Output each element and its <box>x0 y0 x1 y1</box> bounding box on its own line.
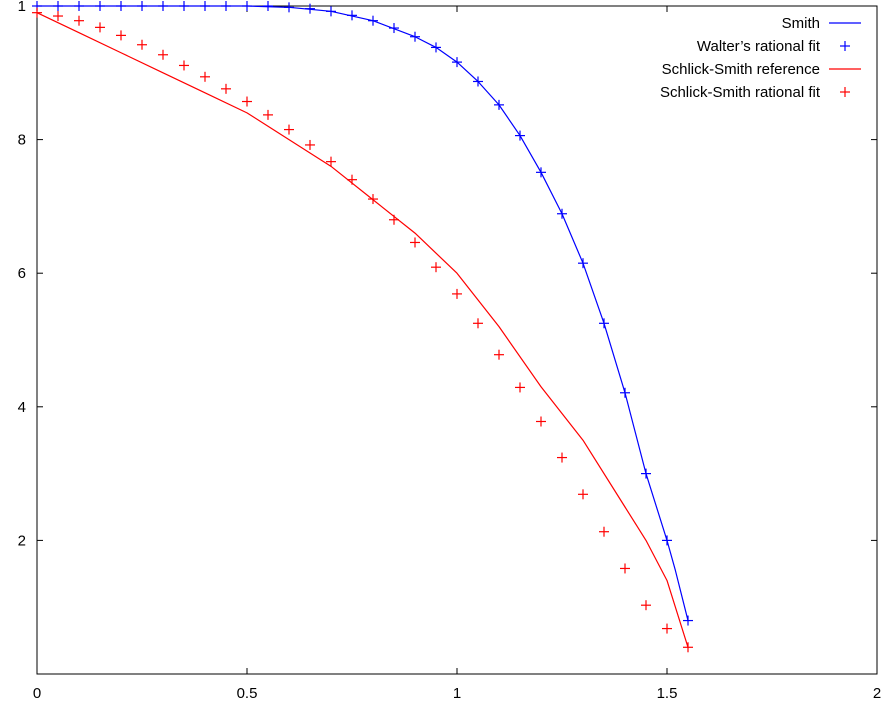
data-point-schlick-smith-rational-fit <box>473 318 483 329</box>
data-point-schlick-smith-rational-fit <box>158 49 168 60</box>
data-point-schlick-smith-rational-fit <box>452 288 462 299</box>
data-point-walter-s-rational-fit <box>305 3 315 14</box>
y-tick-label: 1 <box>18 0 26 15</box>
data-point-walter-s-rational-fit <box>158 1 168 11</box>
data-point-schlick-smith-rational-fit <box>284 124 294 135</box>
data-point-schlick-smith-rational-fit <box>179 60 189 71</box>
data-point-schlick-smith-rational-fit <box>116 30 126 41</box>
data-point-schlick-smith-rational-fit <box>662 623 672 634</box>
data-point-walter-s-rational-fit <box>683 615 693 626</box>
data-point-walter-s-rational-fit <box>263 1 273 11</box>
legend-item-schlick-smith-rational-fit: Schlick-Smith rational fit <box>660 84 850 101</box>
data-point-walter-s-rational-fit <box>620 387 630 398</box>
x-tick-label: 0 <box>33 685 41 702</box>
data-point-schlick-smith-rational-fit <box>326 156 336 167</box>
data-point-walter-s-rational-fit <box>347 10 357 21</box>
data-point-schlick-smith-rational-fit <box>389 214 399 225</box>
data-point-schlick-smith-rational-fit <box>578 489 588 500</box>
legend-marker-swatch <box>840 41 850 51</box>
data-point-walter-s-rational-fit <box>284 2 294 13</box>
x-tick-label: 0.5 <box>237 685 258 702</box>
series-line-smith <box>37 5 689 621</box>
series-line-schlick-smith-reference <box>36 12 689 648</box>
data-point-schlick-smith-rational-fit <box>536 416 546 427</box>
data-point-schlick-smith-rational-fit <box>200 71 210 82</box>
data-point-schlick-smith-rational-fit <box>494 349 504 360</box>
data-point-schlick-smith-rational-fit <box>641 600 651 611</box>
data-point-walter-s-rational-fit <box>53 1 63 11</box>
data-point-walter-s-rational-fit <box>368 15 378 26</box>
x-tick-label: 1 <box>453 685 461 702</box>
data-point-schlick-smith-rational-fit <box>683 642 693 653</box>
data-point-walter-s-rational-fit <box>494 99 504 110</box>
data-point-walter-s-rational-fit <box>95 1 105 11</box>
data-point-schlick-smith-rational-fit <box>95 22 105 33</box>
data-point-schlick-smith-rational-fit <box>347 174 357 185</box>
y-tick-label: 4 <box>18 399 26 416</box>
series-markers-walter-s-rational-fit <box>32 1 693 626</box>
data-point-schlick-smith-rational-fit <box>620 563 630 574</box>
data-point-schlick-smith-rational-fit <box>242 96 252 107</box>
y-axis: 2 4 6 8 1 <box>18 0 877 549</box>
data-point-walter-s-rational-fit <box>74 1 84 11</box>
data-point-walter-s-rational-fit <box>179 1 189 11</box>
data-point-walter-s-rational-fit <box>200 1 210 11</box>
data-point-walter-s-rational-fit <box>662 535 672 546</box>
data-point-schlick-smith-rational-fit <box>221 83 231 94</box>
data-point-walter-s-rational-fit <box>410 31 420 42</box>
data-point-walter-s-rational-fit <box>536 167 546 178</box>
data-point-schlick-smith-rational-fit <box>74 15 84 26</box>
data-point-walter-s-rational-fit <box>515 130 525 141</box>
data-point-schlick-smith-rational-fit <box>263 109 273 120</box>
data-point-schlick-smith-rational-fit <box>305 139 315 150</box>
legend-item-schlick-smith-reference: Schlick-Smith reference <box>662 61 861 78</box>
x-tick-label: 2 <box>873 685 881 702</box>
data-point-walter-s-rational-fit <box>137 1 147 11</box>
legend-label: Walter’s rational fit <box>697 38 821 55</box>
data-point-walter-s-rational-fit <box>116 1 126 11</box>
data-point-walter-s-rational-fit <box>578 258 588 269</box>
data-point-walter-s-rational-fit <box>242 1 252 11</box>
data-point-walter-s-rational-fit <box>389 23 399 34</box>
legend-item-smith: Smith <box>782 15 861 32</box>
data-point-schlick-smith-rational-fit <box>368 194 378 205</box>
legend: Smith Walter’s rational fit Schlick-Smith … <box>660 15 861 101</box>
data-point-schlick-smith-rational-fit <box>53 11 63 22</box>
data-point-walter-s-rational-fit <box>557 208 567 219</box>
data-point-schlick-smith-rational-fit <box>32 7 42 18</box>
data-point-walter-s-rational-fit <box>452 57 462 68</box>
data-point-schlick-smith-rational-fit <box>515 382 525 393</box>
data-point-schlick-smith-rational-fit <box>431 262 441 273</box>
legend-label: Smith <box>782 15 820 32</box>
data-point-walter-s-rational-fit <box>326 6 336 17</box>
legend-marker-swatch <box>840 87 850 97</box>
legend-label: Schlick-Smith reference <box>662 61 820 78</box>
data-point-walter-s-rational-fit <box>221 1 231 11</box>
series-markers-schlick-smith-rational-fit <box>32 7 693 653</box>
data-point-walter-s-rational-fit <box>431 42 441 53</box>
data-point-walter-s-rational-fit <box>641 468 651 479</box>
legend-item-walter-s-rational-fit: Walter’s rational fit <box>697 38 850 55</box>
data-point-schlick-smith-rational-fit <box>137 39 147 50</box>
data-point-schlick-smith-rational-fit <box>599 526 609 537</box>
y-tick-label: 6 <box>18 265 26 282</box>
series-layer <box>32 1 693 653</box>
y-tick-label: 2 <box>18 532 26 549</box>
data-point-walter-s-rational-fit <box>599 318 609 329</box>
data-point-walter-s-rational-fit <box>473 76 483 87</box>
data-point-schlick-smith-rational-fit <box>557 452 567 463</box>
x-tick-label: 1.5 <box>657 685 678 702</box>
data-point-schlick-smith-rational-fit <box>410 237 420 248</box>
y-tick-label: 8 <box>18 132 26 149</box>
legend-label: Schlick-Smith rational fit <box>660 84 821 101</box>
